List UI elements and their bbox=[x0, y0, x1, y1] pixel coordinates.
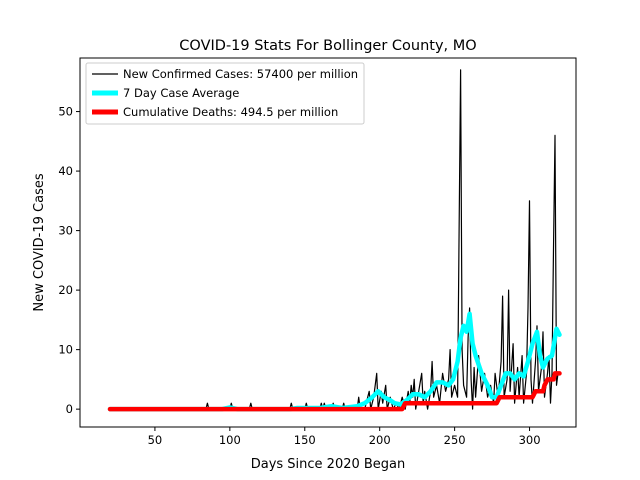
x-tick-label: 100 bbox=[219, 433, 241, 447]
y-tick-label: 10 bbox=[58, 343, 73, 357]
series-layer bbox=[107, 69, 562, 412]
x-tick-label: 250 bbox=[444, 433, 466, 447]
legend: New Confirmed Cases: 57400 per million 7… bbox=[85, 62, 365, 125]
x-tick-label: 300 bbox=[519, 433, 541, 447]
y-axis-ticks: 0 10 20 30 40 50 bbox=[58, 105, 80, 416]
x-tick-label: 200 bbox=[369, 433, 391, 447]
series-line-7-day-average bbox=[107, 311, 562, 412]
x-axis-label: Days Since 2020 Began bbox=[251, 457, 406, 472]
legend-label-cases: New Confirmed Cases: 57400 per million bbox=[123, 67, 358, 81]
y-tick-label: 50 bbox=[58, 105, 73, 119]
legend-label-deaths: Cumulative Deaths: 494.5 per million bbox=[123, 105, 338, 119]
y-tick-label: 20 bbox=[58, 283, 73, 297]
x-axis-ticks: 50 100 150 200 250 300 bbox=[148, 427, 541, 447]
y-tick-label: 0 bbox=[66, 402, 73, 416]
y-tick-label: 40 bbox=[58, 164, 73, 178]
x-tick-label: 150 bbox=[294, 433, 316, 447]
chart-title: COVID-19 Stats For Bollinger County, MO bbox=[179, 38, 476, 54]
x-tick-label: 50 bbox=[148, 433, 163, 447]
legend-label-average: 7 Day Case Average bbox=[123, 86, 239, 100]
series-line-cumulative-deaths bbox=[107, 371, 562, 412]
legend-box bbox=[85, 62, 365, 125]
y-tick-label: 30 bbox=[58, 224, 73, 238]
plot-frame bbox=[79, 57, 577, 428]
y-axis-label: New COVID-19 Cases bbox=[32, 173, 47, 311]
